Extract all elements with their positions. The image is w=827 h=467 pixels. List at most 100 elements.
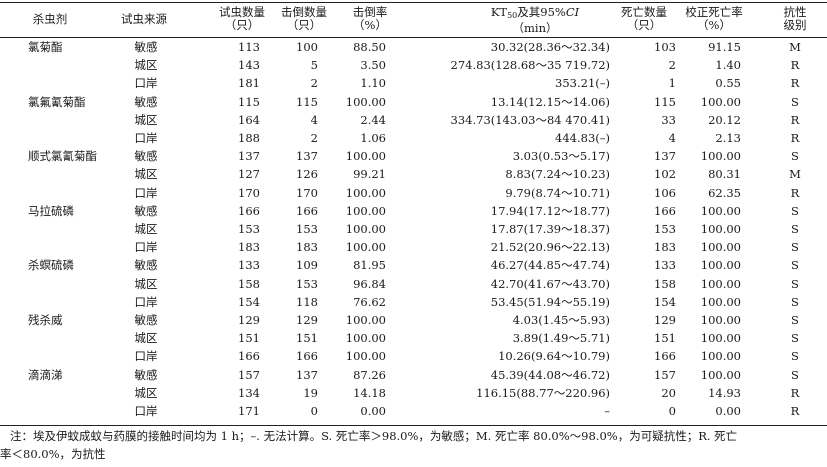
cell-tested: 151 [238, 331, 260, 346]
cell-level: S [791, 149, 799, 164]
cell-corrected: 80.31 [708, 167, 741, 182]
cell-source: 口岸 [134, 294, 158, 309]
cell-source: 敏感 [134, 203, 158, 218]
header-knocked-unit: （只） [286, 18, 322, 32]
header-kt50: KT50及其95%CI （min） [460, 6, 610, 35]
insecticide-name: 杀螟硫磷 [28, 258, 74, 273]
cell-dead: 137 [654, 149, 676, 164]
cell-corrected: 20.12 [708, 112, 741, 127]
bottom-rule [0, 425, 827, 426]
cell-knocked: 137 [296, 149, 318, 164]
cell-kt50: 42.70(41.67～43.70) [490, 276, 610, 291]
cell-tested: 137 [238, 149, 260, 164]
cell-kd-rate: 76.62 [353, 294, 386, 309]
header-kt50-ci: CI [565, 5, 580, 19]
header-source: 试虫来源 [121, 12, 167, 26]
cell-knocked: 153 [296, 222, 318, 236]
header-corrected: 校正死亡率 （%） [676, 6, 752, 32]
cell-level: S [791, 258, 799, 273]
cell-knocked: 109 [296, 258, 318, 273]
cell-dead: 103 [654, 40, 676, 54]
cell-knocked: 2 [310, 131, 318, 145]
cell-corrected: 0.55 [715, 76, 741, 91]
cell-dead: 106 [654, 185, 676, 200]
header-kt50-pre: KT [490, 5, 508, 19]
cell-level: S [791, 94, 799, 109]
cell-kt50: 334.73(143.03～84 470.41) [450, 112, 610, 127]
cell-source: 城区 [134, 167, 158, 182]
cell-corrected: 91.15 [708, 40, 741, 54]
cell-kd-rate: 2.44 [360, 112, 386, 127]
cell-tested: 164 [238, 112, 260, 127]
cell-kd-rate: 88.50 [353, 40, 386, 54]
cell-kd-rate: 96.84 [353, 276, 386, 291]
header-tested: 试虫数量 （只） [206, 6, 278, 32]
cell-kt50: 3.03(0.53～5.17) [512, 149, 610, 164]
cell-corrected: 100.00 [700, 313, 741, 327]
cell-kd-rate: 1.06 [360, 131, 386, 145]
cell-tested: 113 [238, 40, 260, 54]
cell-source: 敏感 [134, 367, 158, 382]
header-knocked: 击倒数量 （只） [268, 6, 340, 32]
cell-kd-rate: 100.00 [345, 149, 386, 164]
cell-corrected: 100.00 [700, 149, 741, 164]
cell-kt50: – [604, 404, 610, 418]
cell-level: R [790, 76, 800, 91]
cell-kd-rate: 100.00 [345, 331, 386, 346]
header-kd-rate-label: 击倒率 [352, 5, 388, 19]
cell-knocked: 166 [296, 349, 318, 364]
cell-tested: 115 [238, 94, 260, 109]
cell-corrected: 100.00 [700, 94, 741, 109]
header-knocked-label: 击倒数量 [281, 5, 327, 19]
cell-level: S [791, 222, 799, 236]
cell-dead: 1 [668, 76, 676, 91]
cell-dead: 158 [654, 276, 676, 291]
cell-tested: 188 [238, 131, 260, 145]
header-resistance-label: 抗性 [783, 5, 807, 19]
header-dead: 死亡数量 （只） [612, 6, 676, 32]
cell-knocked: 4 [310, 112, 318, 127]
cell-corrected: 100.00 [700, 240, 741, 255]
cell-level: S [791, 331, 799, 346]
cell-tested: 183 [238, 240, 260, 255]
cell-knocked: 153 [296, 276, 318, 291]
cell-corrected: 14.93 [708, 385, 741, 400]
cell-source: 城区 [134, 385, 158, 400]
cell-kd-rate: 99.21 [353, 167, 386, 182]
cell-tested: 129 [238, 313, 260, 327]
cell-knocked: 183 [296, 240, 318, 255]
cell-kt50: 8.83(7.24～10.23) [505, 167, 610, 182]
cell-tested: 134 [238, 385, 260, 400]
cell-kt50: 21.52(20.96～22.13) [490, 240, 610, 255]
cell-knocked: 5 [310, 58, 318, 73]
cell-tested: 157 [238, 367, 260, 382]
cell-tested: 181 [238, 76, 260, 91]
cell-knocked: 0 [310, 404, 318, 418]
cell-kt50: 116.15(88.77～220.96) [476, 385, 610, 400]
header-insecticide: 杀虫剂 [32, 12, 68, 26]
cell-kt50: 53.45(51.94～55.19) [490, 294, 610, 309]
cell-corrected: 62.35 [708, 185, 741, 200]
cell-knocked: 129 [296, 313, 318, 327]
header-kt50-sub: 50 [507, 11, 518, 20]
cell-source: 城区 [134, 222, 158, 236]
cell-kd-rate: 3.50 [360, 58, 386, 73]
cell-dead: 129 [654, 313, 676, 327]
cell-dead: 133 [654, 258, 676, 273]
cell-kt50: 444.83(–) [555, 131, 610, 145]
cell-kd-rate: 100.00 [345, 349, 386, 364]
cell-source: 城区 [134, 331, 158, 346]
insecticide-name: 残杀威 [28, 313, 63, 327]
cell-level: S [791, 349, 799, 364]
cell-kd-rate: 100.00 [345, 240, 386, 255]
cell-kd-rate: 100.00 [345, 222, 386, 236]
cell-dead: 115 [654, 94, 676, 109]
cell-corrected: 100.00 [700, 258, 741, 273]
cell-corrected: 100.00 [700, 276, 741, 291]
cell-level: R [790, 58, 800, 73]
cell-kt50: 45.39(44.08～46.72) [490, 367, 610, 382]
cell-kd-rate: 100.00 [345, 185, 386, 200]
cell-dead: 0 [668, 404, 676, 418]
cell-tested: 154 [238, 294, 260, 309]
